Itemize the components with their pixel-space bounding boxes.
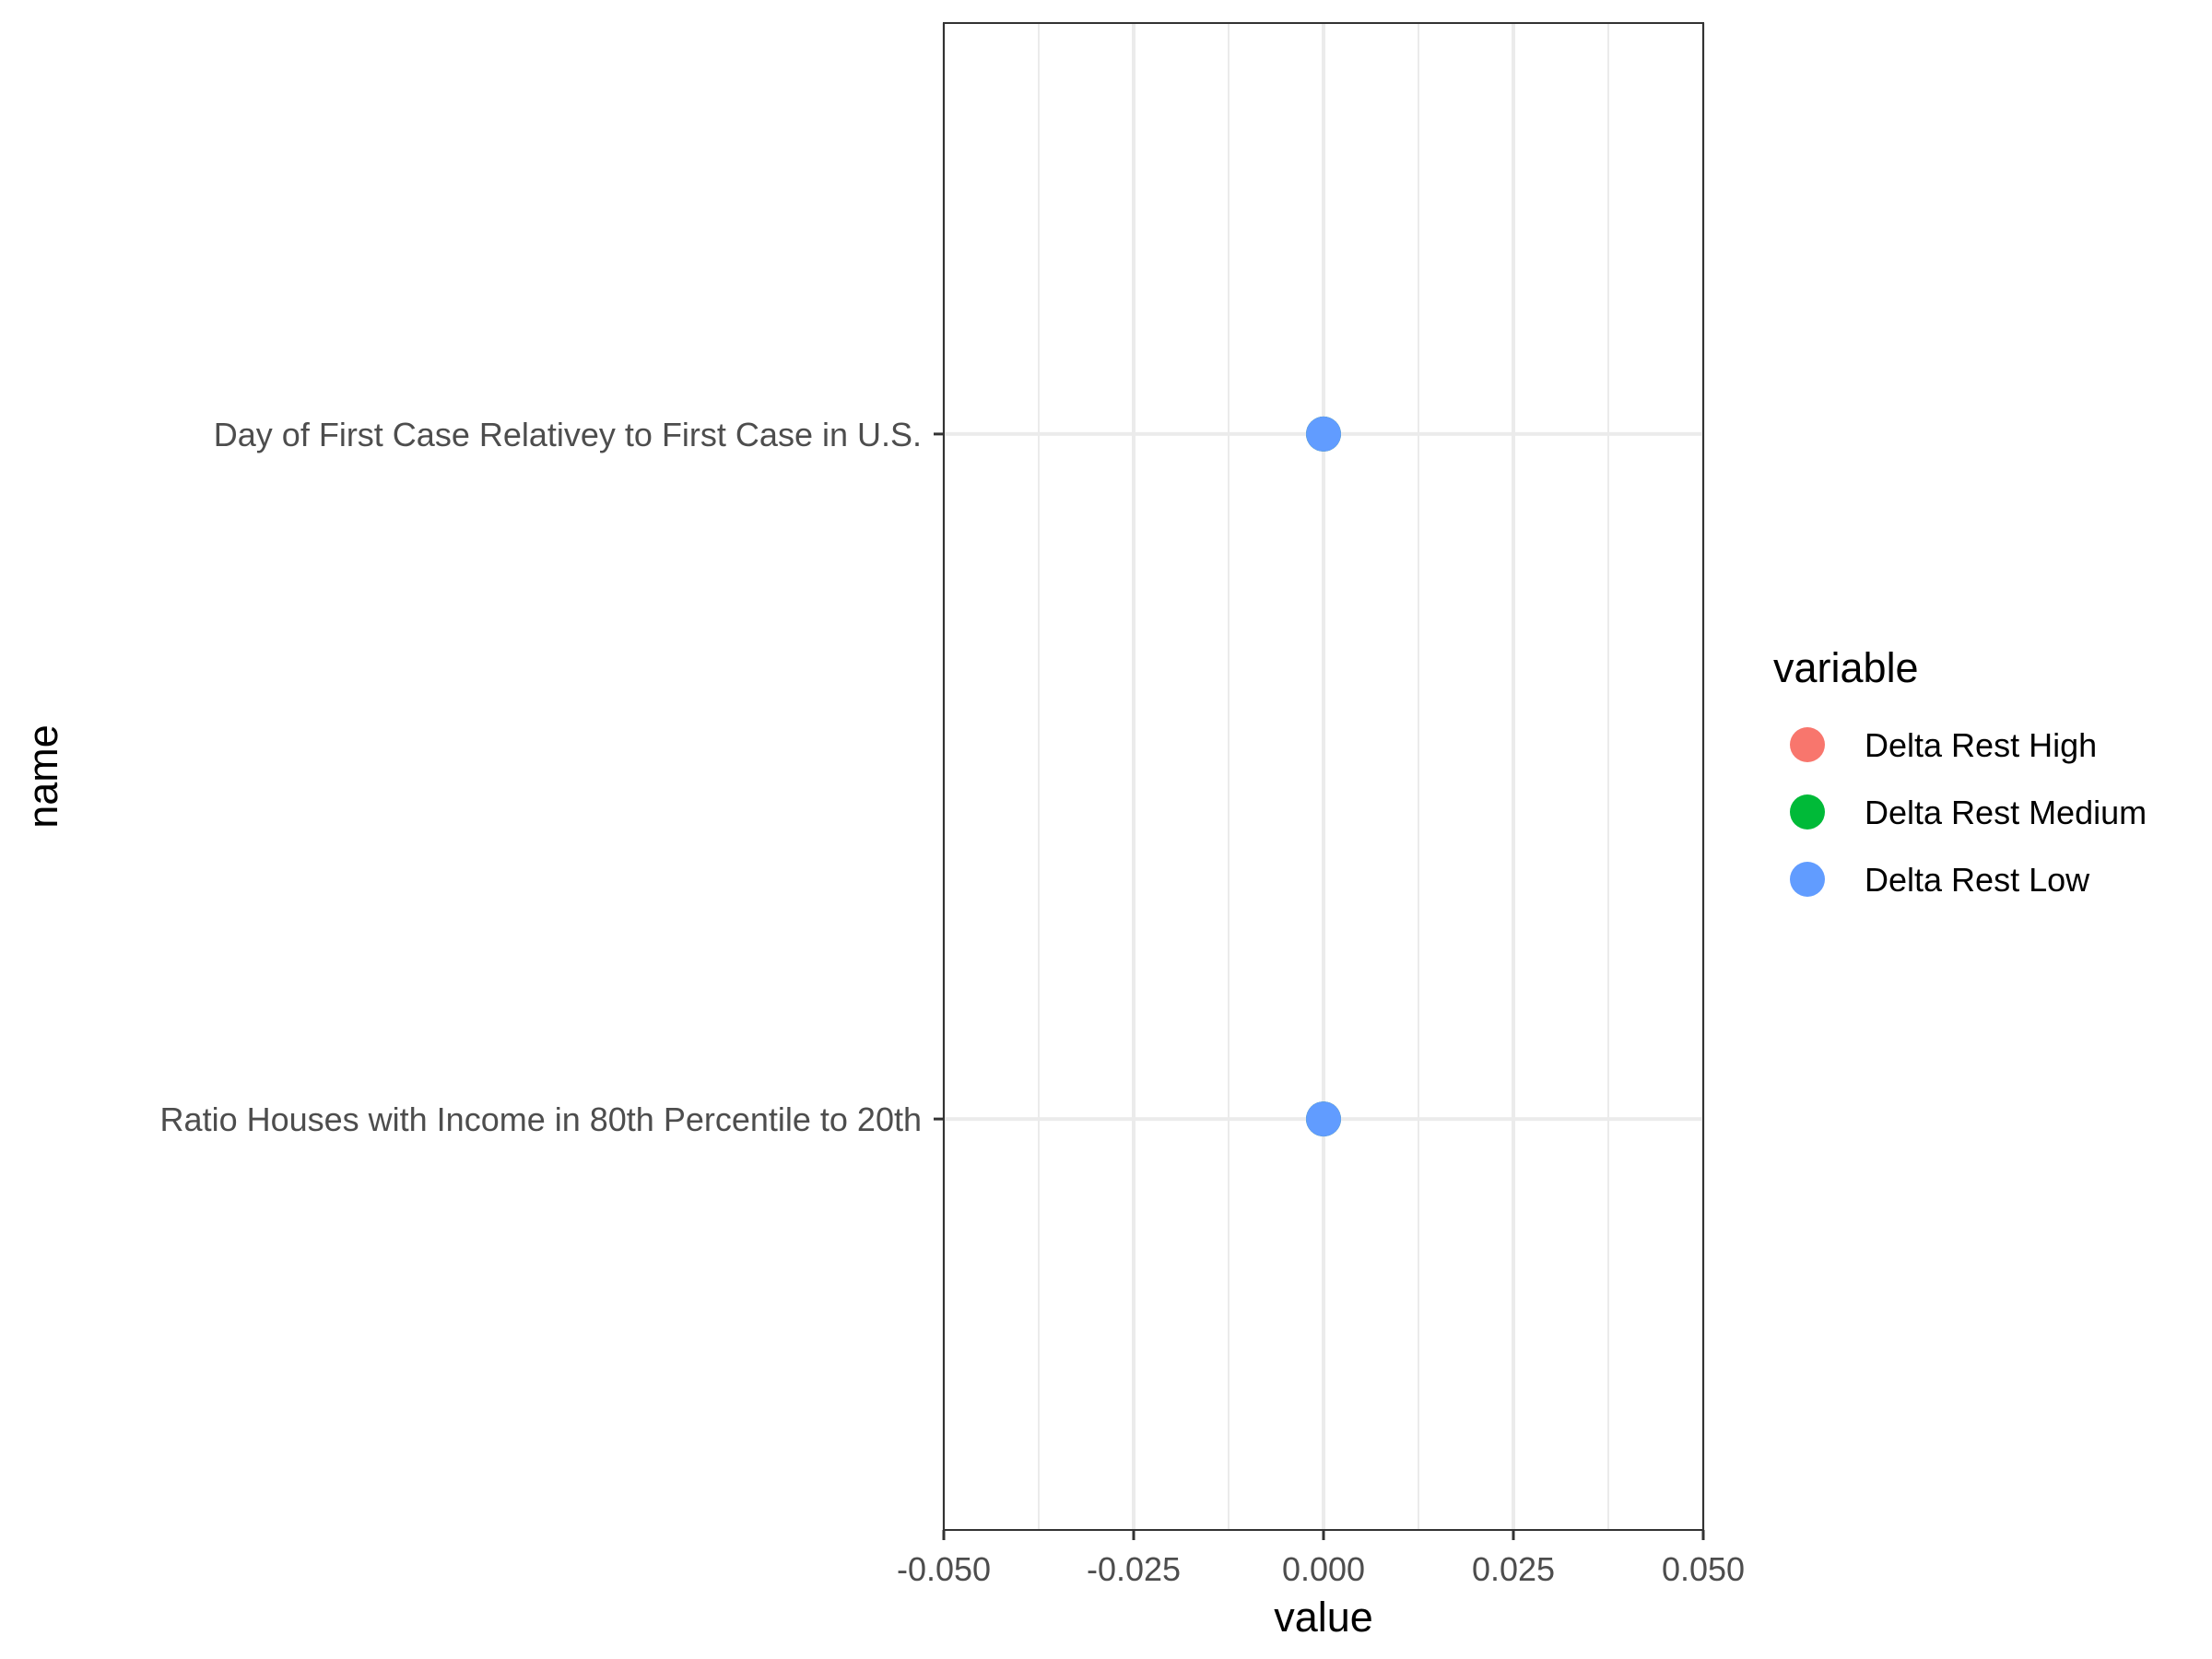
data-point <box>1306 1101 1341 1137</box>
data-point <box>1306 416 1341 452</box>
x-tick-label: -0.050 <box>897 1550 991 1588</box>
data-points <box>1306 416 1341 1137</box>
x-axis: -0.050 -0.025 0.000 0.025 0.050 <box>897 1530 1745 1588</box>
x-tick-label: 0.025 <box>1472 1550 1555 1588</box>
y-axis-title: name <box>19 724 66 829</box>
y-tick-label: Ratio Houses with Income in 80th Percent… <box>160 1100 922 1138</box>
legend-label: Delta Rest Medium <box>1865 794 2147 831</box>
legend-key-icon <box>1790 862 1825 897</box>
legend: variable Delta Rest High Delta Rest Mediu… <box>1773 644 2147 899</box>
legend-title: variable <box>1773 644 1919 691</box>
x-tick-label: -0.025 <box>1087 1550 1181 1588</box>
x-axis-title: value <box>1274 1594 1373 1641</box>
legend-key-icon <box>1790 727 1825 762</box>
x-tick-label: 0.050 <box>1662 1550 1745 1588</box>
legend-key-icon <box>1790 794 1825 830</box>
x-tick-label: 0.000 <box>1282 1550 1365 1588</box>
y-tick-label: Day of First Case Relativey to First Cas… <box>214 416 922 453</box>
legend-label: Delta Rest Low <box>1865 861 2090 899</box>
minor-gridlines <box>1038 23 1609 1530</box>
legend-label: Delta Rest High <box>1865 726 2097 764</box>
y-axis: Day of First Case Relativey to First Cas… <box>160 416 944 1138</box>
